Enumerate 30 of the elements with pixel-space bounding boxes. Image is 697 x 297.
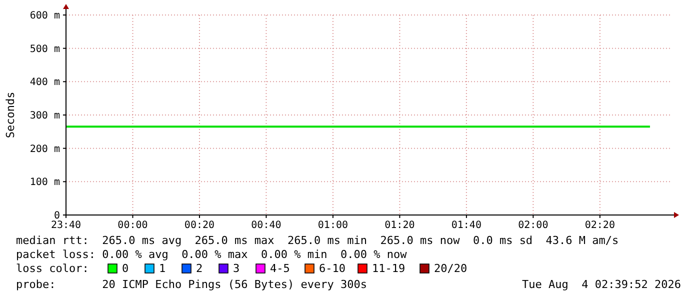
text: loss color:: [16, 262, 89, 275]
y-tick-label: 100 m: [30, 177, 60, 188]
text: probe: 20 ICMP Echo Pings (56 Bytes) every 300s: [16, 278, 367, 291]
x-tick-label: 00:40: [251, 220, 282, 231]
x-tick-label: 01:20: [384, 220, 415, 231]
y-tick-label: 0: [54, 210, 60, 222]
x-tick-label: 01:40: [451, 220, 482, 231]
y-tick-label: 200 m: [30, 144, 60, 155]
y-axis-title: Seconds: [4, 92, 17, 138]
text: 2: [196, 262, 203, 275]
text: packet loss: 0.00 % avg 0.00 % max 0.00 % min 0.00 % now: [16, 248, 408, 261]
y-tick-label: 400 m: [30, 77, 60, 88]
text: 0: [122, 262, 129, 275]
y-tick-label: 300 m: [30, 110, 60, 122]
text: 20/20: [434, 262, 468, 275]
text: 4-5: [270, 262, 290, 275]
text: 6-10: [319, 262, 346, 275]
text: median rtt: 265.0 ms avg 265.0 ms max 265.0 ms min 265.0 ms now 0.0 ms sd 43.6 M am/s: [16, 234, 619, 247]
x-tick-label: 00:20: [184, 220, 215, 231]
y-tick-label: 600 m: [30, 10, 60, 22]
x-tick-label: 01:00: [318, 220, 348, 231]
x-tick-label: 02:00: [518, 220, 548, 231]
x-tick-label: 02:20: [584, 220, 615, 231]
x-tick-label: 00:00: [118, 220, 148, 231]
text: 1: [159, 262, 166, 275]
text: 11-19: [372, 262, 406, 275]
text: Tue Aug 4 02:39:52 2026: [522, 278, 681, 291]
x-tick-label: 23:40: [50, 220, 82, 231]
text: 3: [233, 262, 240, 275]
y-tick-label: 500 m: [30, 44, 60, 55]
